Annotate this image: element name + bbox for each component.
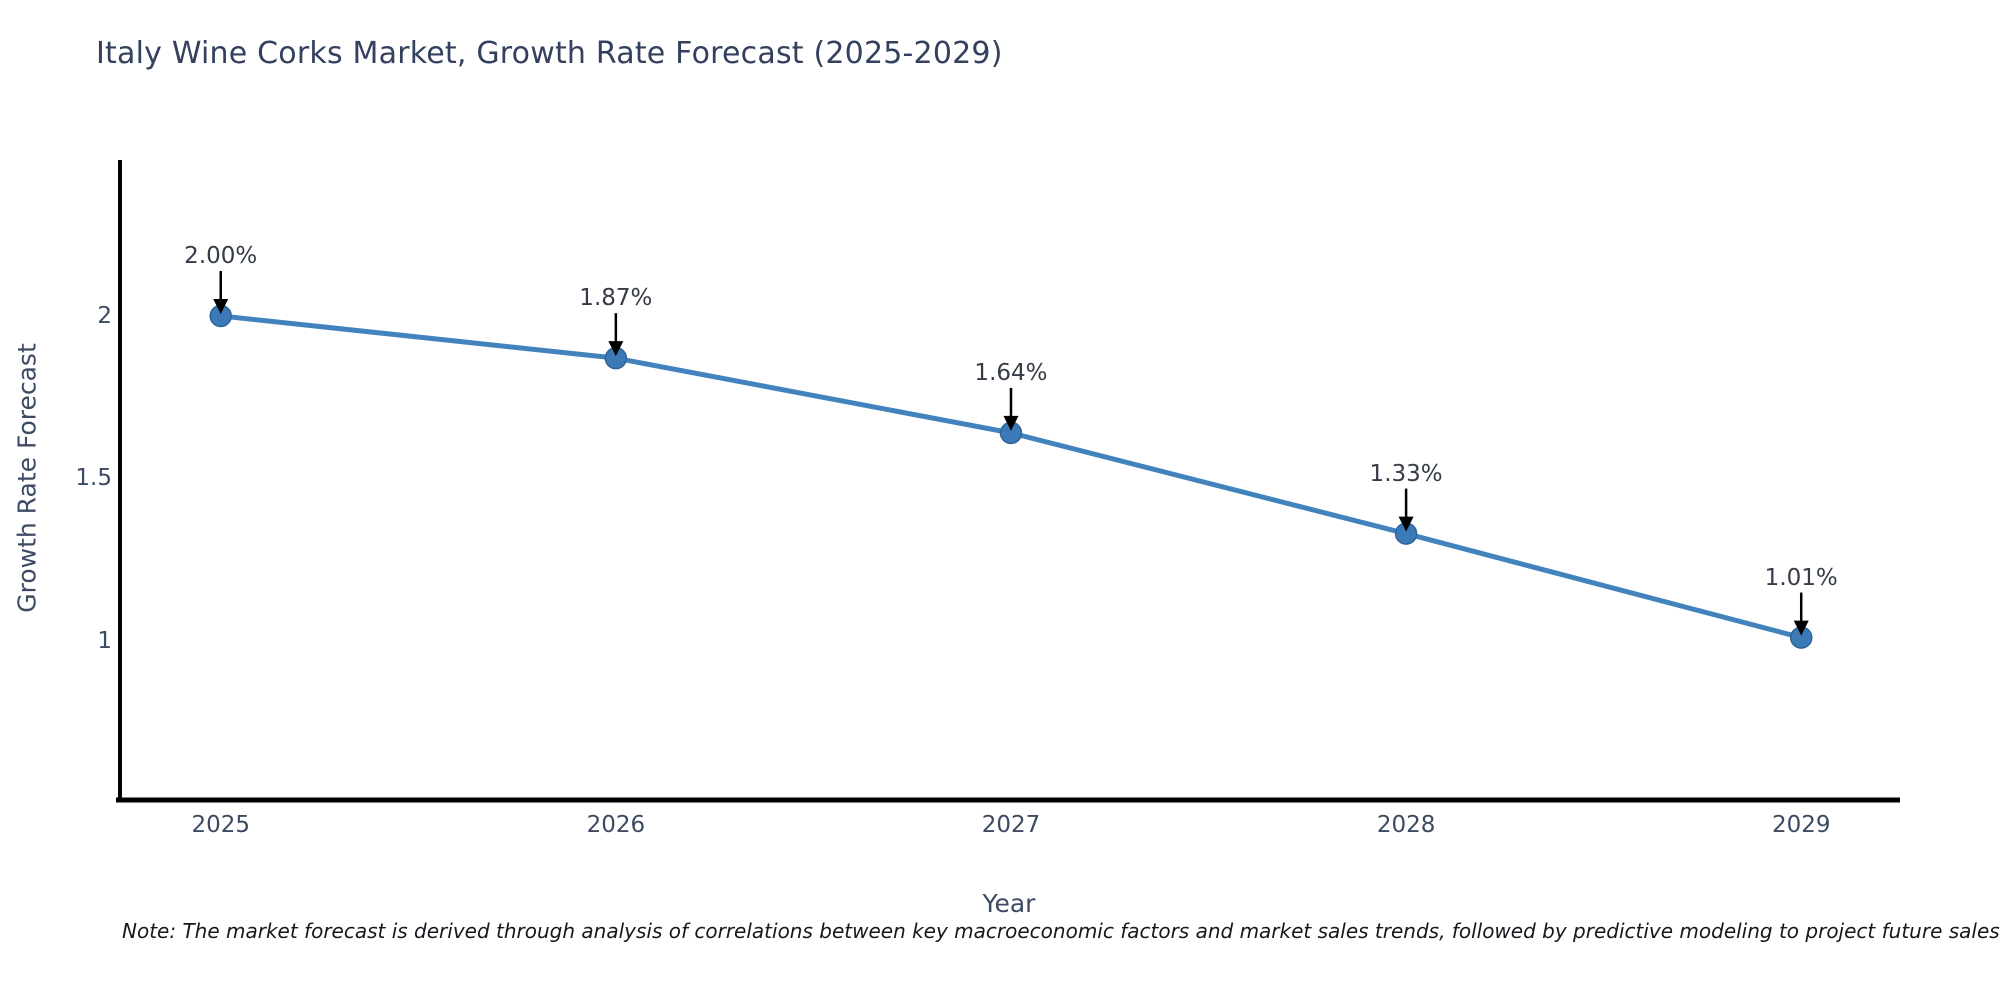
x-tick-2025: 2025 — [191, 812, 250, 838]
x-axis-title: Year — [982, 889, 1036, 918]
point-label-2026: 1.87% — [579, 285, 653, 312]
footnote: Note: The market forecast is derived thr… — [122, 919, 2000, 943]
x-tick-2026: 2026 — [586, 812, 646, 838]
point-label-2025: 2.00% — [184, 242, 258, 269]
chart-title: Italy Wine Corks Market, Growth Rate For… — [96, 36, 1003, 71]
y-tick-1: 1 — [97, 627, 112, 654]
annotation-arrowhead-2028 — [1398, 516, 1414, 532]
x-tick-2029: 2029 — [1771, 812, 1831, 838]
x-tick-2028: 2028 — [1376, 812, 1436, 838]
y-tick-2: 2 — [97, 302, 112, 329]
y-tick-1.5: 1.5 — [75, 465, 112, 492]
annotation-arrowhead-2025 — [213, 298, 229, 314]
annotation-arrowhead-2026 — [608, 341, 624, 357]
point-label-2028: 1.33% — [1369, 460, 1443, 487]
point-label-2027: 1.64% — [974, 359, 1048, 386]
annotation-arrowhead-2029 — [1793, 620, 1809, 636]
point-label-2029: 1.01% — [1764, 564, 1838, 591]
annotation-arrowhead-2027 — [1003, 415, 1019, 431]
x-tick-2027: 2027 — [981, 812, 1041, 838]
